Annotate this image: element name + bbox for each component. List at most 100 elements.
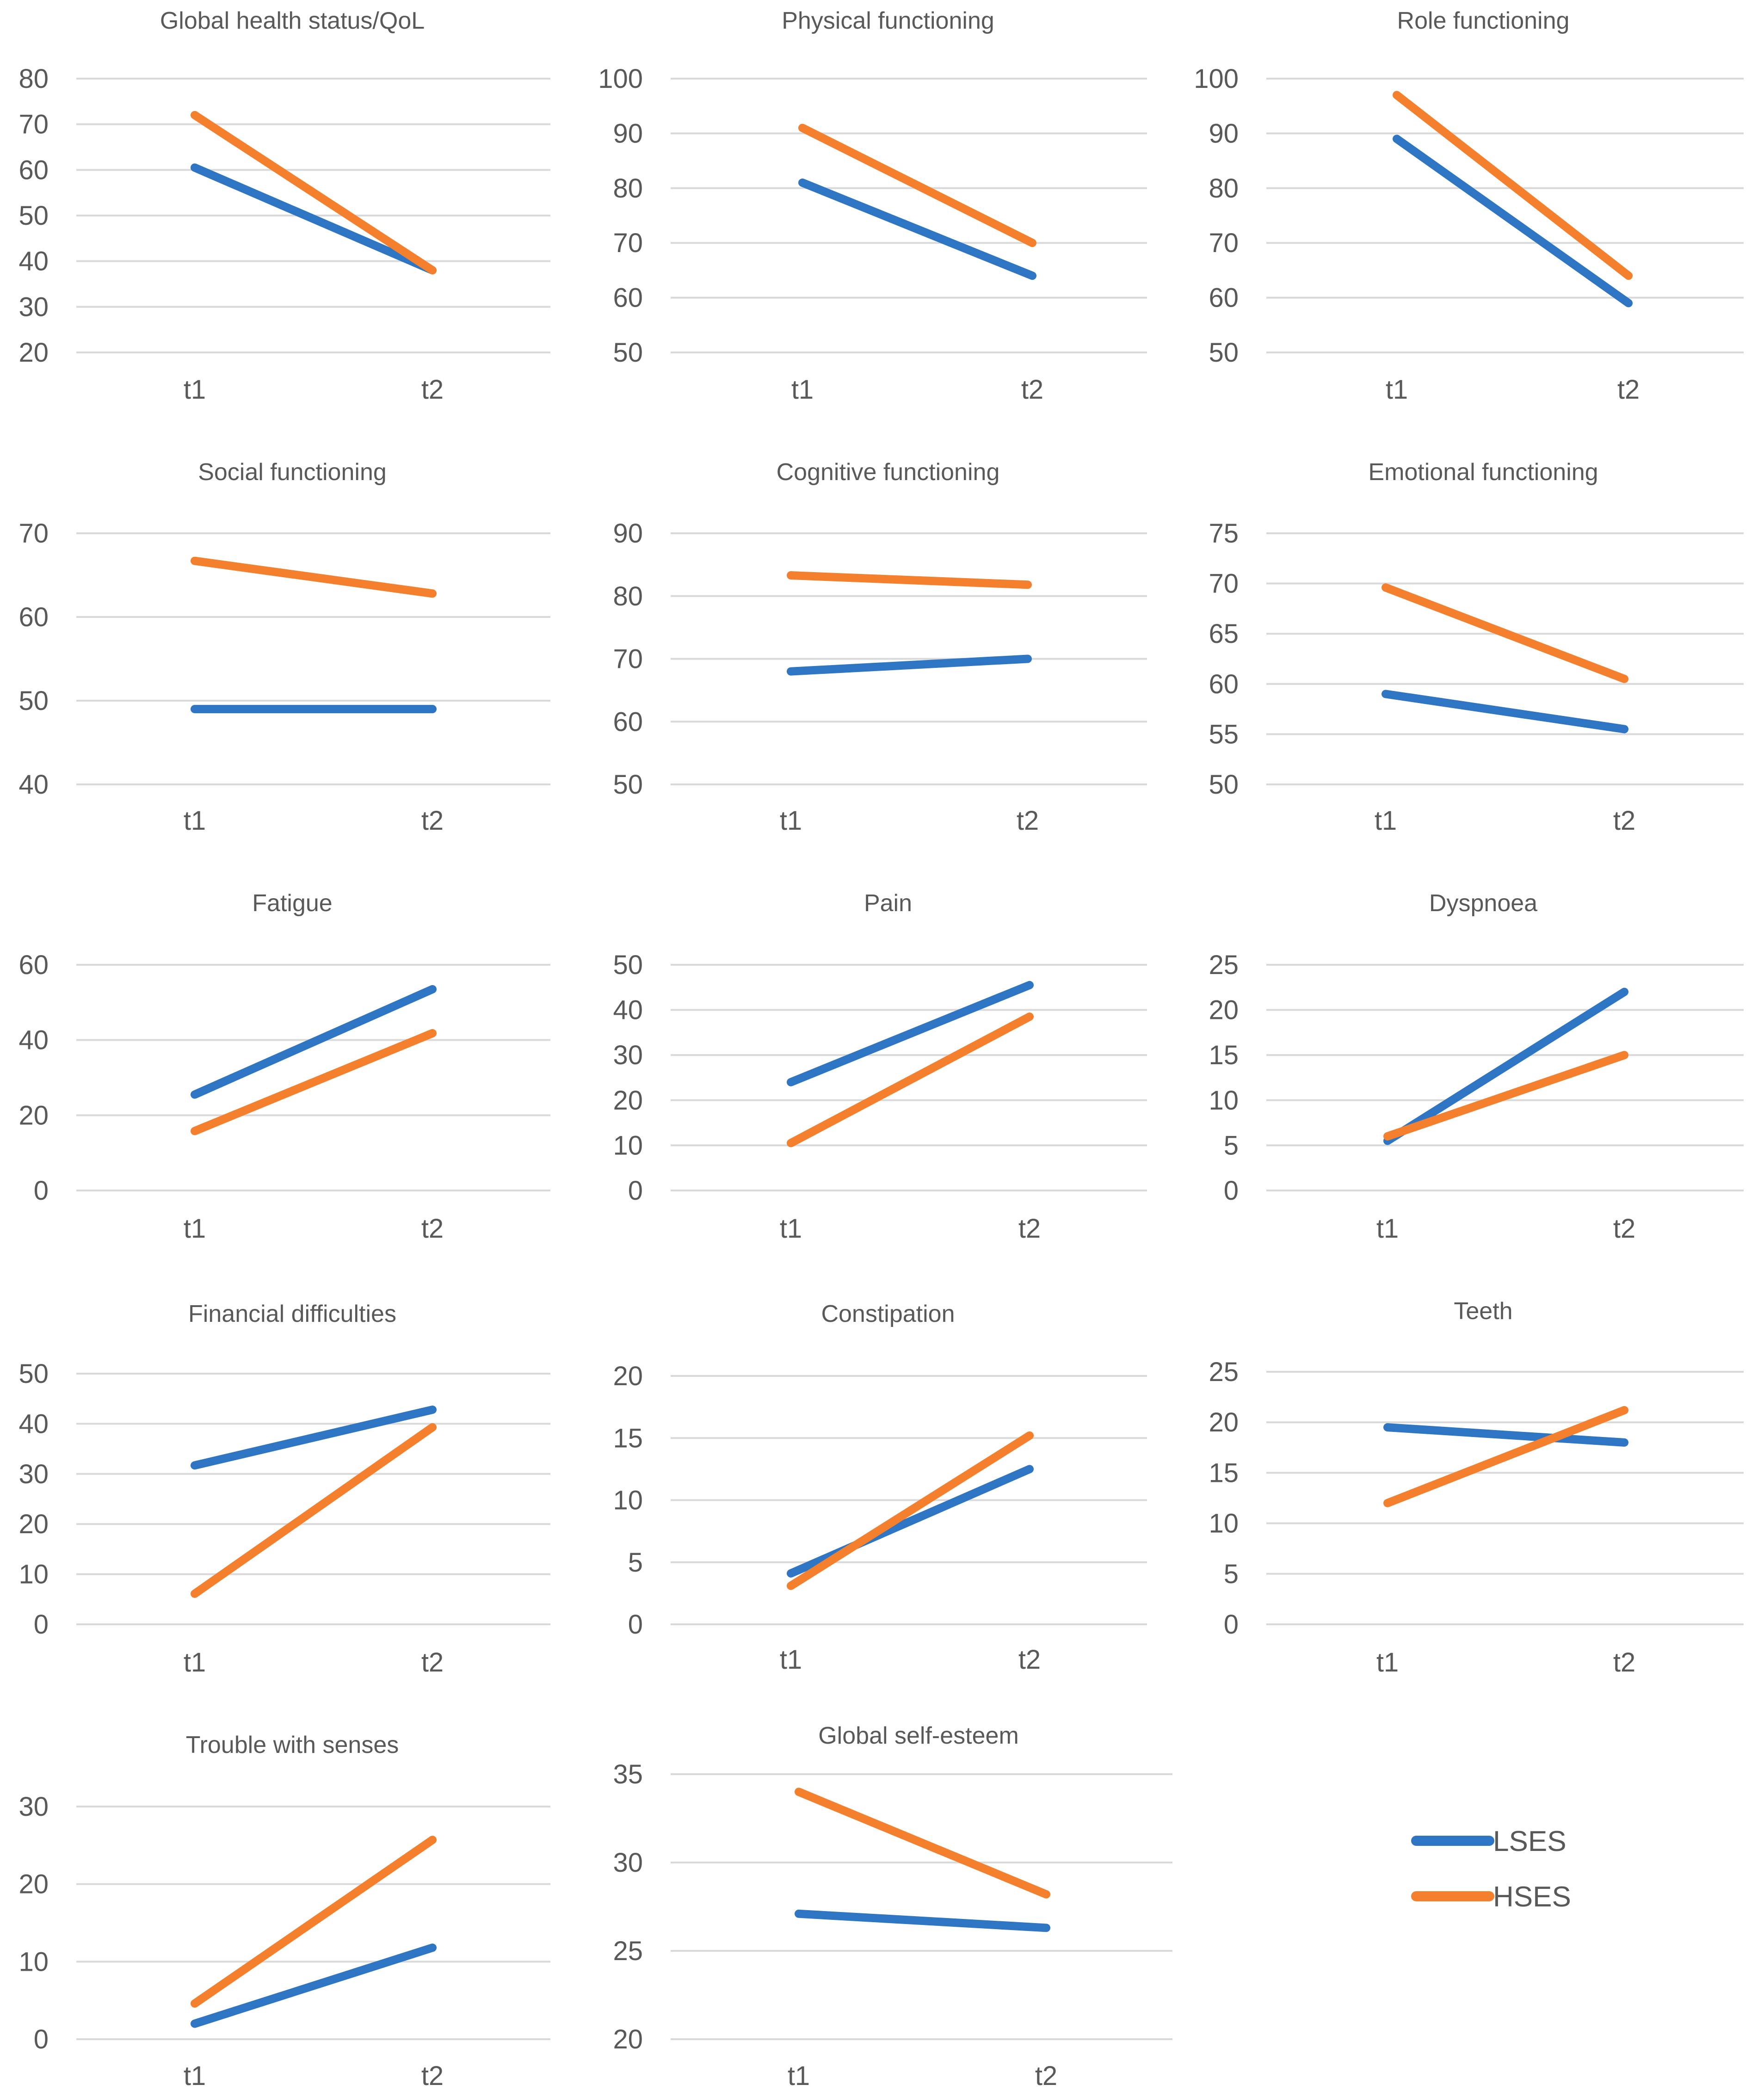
y-tick-label: 10 bbox=[1209, 1509, 1239, 1539]
y-tick-label: 35 bbox=[613, 1759, 643, 1789]
y-tick-label: 65 bbox=[1209, 619, 1239, 649]
x-tick-label: t2 bbox=[1613, 806, 1635, 836]
series-line-hses bbox=[191, 1423, 437, 1598]
y-tick-label: 80 bbox=[613, 173, 643, 204]
y-tick-label: 30 bbox=[19, 1459, 49, 1489]
x-tick-label: t1 bbox=[184, 375, 206, 405]
y-tick-label: 50 bbox=[1209, 338, 1239, 368]
series-line-hses bbox=[787, 1012, 1034, 1147]
series-line-lses bbox=[787, 654, 1032, 676]
series-line-hses bbox=[1383, 1051, 1628, 1141]
chart-title: Physical functioning bbox=[782, 7, 994, 34]
y-tick-label: 40 bbox=[19, 770, 49, 800]
y-tick-label: 55 bbox=[1209, 719, 1239, 749]
y-tick-label: 0 bbox=[1224, 1176, 1239, 1206]
y-tick-label: 25 bbox=[613, 1936, 643, 1966]
chart-title: Global self-esteem bbox=[818, 1722, 1019, 1749]
x-tick-label: t1 bbox=[780, 806, 802, 836]
series-line-lses bbox=[191, 163, 437, 275]
x-tick-label: t2 bbox=[1018, 1645, 1041, 1675]
y-tick-label: 0 bbox=[34, 2024, 49, 2054]
y-tick-label: 50 bbox=[613, 338, 643, 368]
x-tick-label: t1 bbox=[791, 375, 814, 405]
y-tick-label: 10 bbox=[1209, 1086, 1239, 1116]
series-line-lses bbox=[1393, 135, 1633, 308]
y-tick-label: 90 bbox=[1209, 118, 1239, 148]
x-tick-label: t2 bbox=[1613, 1214, 1635, 1244]
x-tick-label: t2 bbox=[421, 1647, 444, 1678]
y-tick-label: 25 bbox=[1209, 1357, 1239, 1387]
y-tick-label: 70 bbox=[19, 110, 49, 140]
series-line-hses bbox=[1383, 1406, 1628, 1507]
y-tick-label: 70 bbox=[613, 644, 643, 674]
series-line-hses bbox=[191, 111, 437, 275]
y-tick-label: 90 bbox=[613, 118, 643, 148]
chart-panel: Role functioning 50 60 70 80 90 100 t1 t2 bbox=[1194, 7, 1744, 405]
series-line-hses bbox=[191, 556, 437, 598]
y-tick-label: 20 bbox=[613, 2024, 643, 2054]
y-tick-label: 10 bbox=[613, 1130, 643, 1160]
y-tick-label: 40 bbox=[19, 1025, 49, 1055]
y-tick-label: 25 bbox=[1209, 950, 1239, 980]
y-tick-label: 10 bbox=[19, 1560, 49, 1590]
x-tick-label: t1 bbox=[788, 2061, 810, 2091]
series-line-lses bbox=[787, 981, 1034, 1086]
series-line-hses bbox=[191, 1836, 437, 2008]
y-tick-label: 100 bbox=[598, 64, 643, 94]
x-tick-label: t2 bbox=[1017, 806, 1039, 836]
x-tick-label: t1 bbox=[184, 2061, 206, 2091]
chart-title: Social functioning bbox=[198, 459, 387, 486]
y-tick-label: 20 bbox=[1209, 995, 1239, 1025]
chart-panel: Global self-esteem 20 25 30 35 t1 t2 bbox=[613, 1722, 1172, 2091]
y-tick-label: 20 bbox=[19, 1100, 49, 1130]
y-tick-label: 5 bbox=[1224, 1130, 1239, 1160]
chart-title: Pain bbox=[864, 890, 912, 917]
y-tick-label: 0 bbox=[1224, 1610, 1239, 1640]
y-tick-label: 60 bbox=[1209, 669, 1239, 699]
y-tick-label: 0 bbox=[34, 1610, 49, 1640]
y-tick-label: 70 bbox=[19, 518, 49, 549]
chart-title: Cognitive functioning bbox=[777, 459, 1000, 486]
y-tick-label: 10 bbox=[19, 1947, 49, 1977]
x-tick-label: t1 bbox=[184, 806, 206, 836]
x-tick-label: t2 bbox=[1617, 375, 1640, 405]
y-tick-label: 20 bbox=[19, 338, 49, 368]
y-tick-label: 70 bbox=[1209, 228, 1239, 258]
y-tick-label: 15 bbox=[1209, 1458, 1239, 1488]
y-tick-label: 60 bbox=[19, 602, 49, 632]
x-tick-label: t1 bbox=[184, 1647, 206, 1678]
y-tick-label: 20 bbox=[19, 1509, 49, 1539]
y-tick-label: 20 bbox=[19, 1869, 49, 1900]
series-line-hses bbox=[191, 1029, 437, 1135]
series-line-lses bbox=[191, 1406, 437, 1470]
chart-title: Role functioning bbox=[1397, 7, 1570, 34]
y-tick-label: 0 bbox=[34, 1176, 49, 1206]
chart-title: Teeth bbox=[1454, 1298, 1512, 1325]
y-tick-label: 30 bbox=[19, 1792, 49, 1822]
series-line-hses bbox=[798, 123, 1036, 247]
x-tick-label: t2 bbox=[1613, 1647, 1635, 1678]
chart-title: Emotional functioning bbox=[1368, 459, 1598, 486]
chart-panel: Social functioning 40 50 60 70 t1 t2 bbox=[19, 459, 550, 836]
series-line-lses bbox=[191, 985, 437, 1099]
chart-panel: Trouble with senses 0 10 20 30 t1 t2 bbox=[19, 1732, 550, 2091]
y-tick-label: 10 bbox=[613, 1486, 643, 1516]
y-tick-label: 70 bbox=[613, 228, 643, 258]
y-tick-label: 80 bbox=[19, 64, 49, 94]
x-tick-label: t1 bbox=[1376, 1647, 1399, 1678]
series-line-hses bbox=[787, 1431, 1034, 1590]
y-tick-label: 60 bbox=[1209, 283, 1239, 313]
y-tick-label: 30 bbox=[613, 1848, 643, 1878]
chart-panel: Physical functioning 50 60 70 80 90 100 t1 t2 bbox=[598, 7, 1147, 405]
y-tick-label: 60 bbox=[613, 707, 643, 737]
y-tick-label: 70 bbox=[1209, 569, 1239, 599]
series-line-lses bbox=[191, 1943, 437, 2028]
chart-panel: Pain 0 10 20 30 40 50 t1 t2 bbox=[613, 890, 1147, 1244]
x-tick-label: t1 bbox=[780, 1645, 802, 1675]
chart-panel: Dyspnoea 0 5 10 15 20 25 t1 t2 bbox=[1209, 890, 1744, 1244]
y-tick-label: 60 bbox=[19, 155, 49, 185]
x-tick-label: t2 bbox=[421, 1214, 444, 1244]
series-line-lses bbox=[787, 1465, 1034, 1578]
series-line-hses bbox=[1382, 583, 1628, 683]
y-tick-label: 50 bbox=[19, 1359, 49, 1389]
